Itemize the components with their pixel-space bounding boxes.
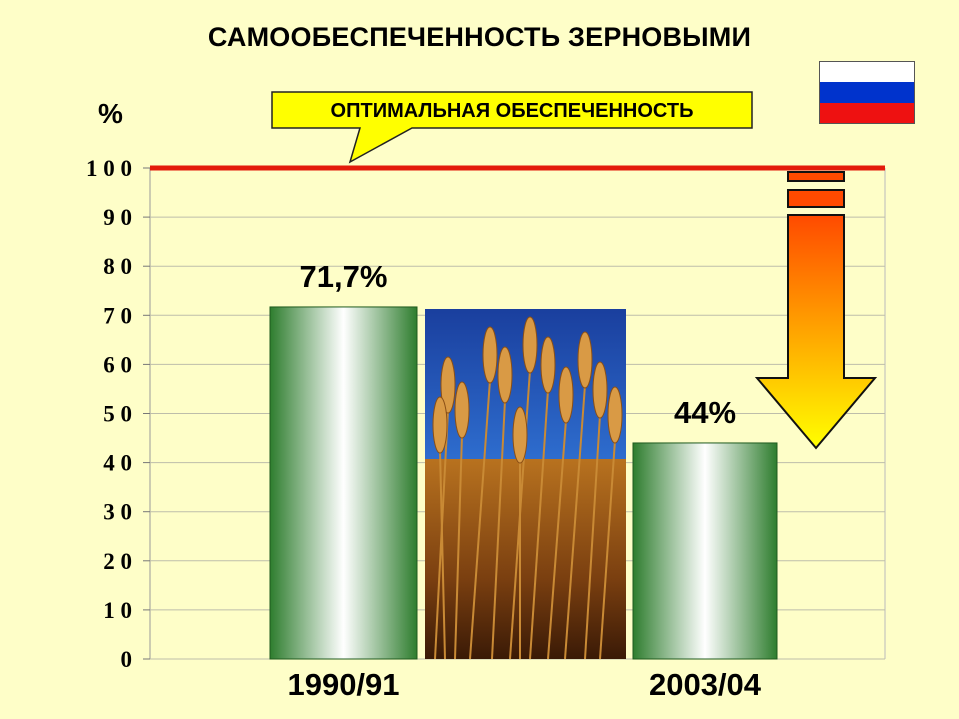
y-tick-label: 1 0 0	[86, 156, 132, 181]
arrow-segment	[787, 171, 845, 182]
wheat-ear	[592, 361, 608, 419]
wheat-ear	[482, 326, 498, 384]
wheat-ear	[440, 356, 456, 414]
data-label: 71,7%	[300, 259, 388, 294]
y-tick-label: 1 0	[103, 598, 132, 623]
wheat-stalk	[564, 384, 586, 660]
x-category-label: 2003/04	[649, 667, 762, 702]
y-tick-label: 2 0	[103, 549, 132, 574]
russia-flag-icon	[819, 61, 915, 124]
bar-1990/91	[269, 306, 418, 660]
wheat-stalk	[439, 449, 446, 660]
wheat-ear	[522, 316, 538, 374]
wheat-ear	[607, 386, 623, 444]
wheat-stalk	[529, 389, 549, 660]
y-tick-label: 9 0	[103, 205, 132, 230]
wheat-ear	[512, 406, 528, 464]
wheat-stalk	[584, 414, 601, 660]
arrow-segment	[787, 189, 845, 208]
y-tick-label: 6 0	[103, 352, 132, 377]
chart-title: САМООБЕСПЕЧЕННОСТЬ ЗЕРНОВЫМИ	[207, 22, 752, 52]
x-category-label: 1990/91	[287, 667, 399, 702]
y-tick-label: 7 0	[103, 303, 132, 328]
y-tick-label: 5 0	[103, 402, 132, 427]
bar-2003/04	[632, 442, 778, 660]
wheat-ear	[432, 396, 448, 454]
y-tick-label: 4 0	[103, 451, 132, 476]
y-tick-label: 0	[121, 647, 133, 672]
flag-stripe-white	[820, 62, 914, 83]
wheat-ear	[558, 366, 574, 424]
wheat-stalk	[547, 419, 567, 660]
y-axis-unit-label: %	[98, 98, 123, 129]
wheat-photo	[425, 309, 626, 660]
data-label: 44%	[674, 395, 736, 430]
flag-stripe-red	[820, 102, 914, 123]
flag-stripe-blue	[820, 82, 914, 103]
wheat-stalk	[454, 434, 463, 660]
wheat-ear	[497, 346, 513, 404]
callout-label: ОПТИМАЛЬНАЯ ОБЕСПЕЧЕННОСТЬ	[331, 100, 694, 122]
wheat-stalk	[599, 439, 616, 660]
y-tick-label: 3 0	[103, 500, 132, 525]
decline-arrow-icon	[754, 214, 878, 450]
wheat-stalk	[469, 379, 491, 660]
wheat-stalk	[491, 399, 506, 660]
wheat-ear	[540, 336, 556, 394]
wheat-ear	[577, 331, 593, 389]
wheat-ear	[454, 381, 470, 439]
y-tick-label: 8 0	[103, 254, 132, 279]
callout-box	[271, 91, 753, 164]
